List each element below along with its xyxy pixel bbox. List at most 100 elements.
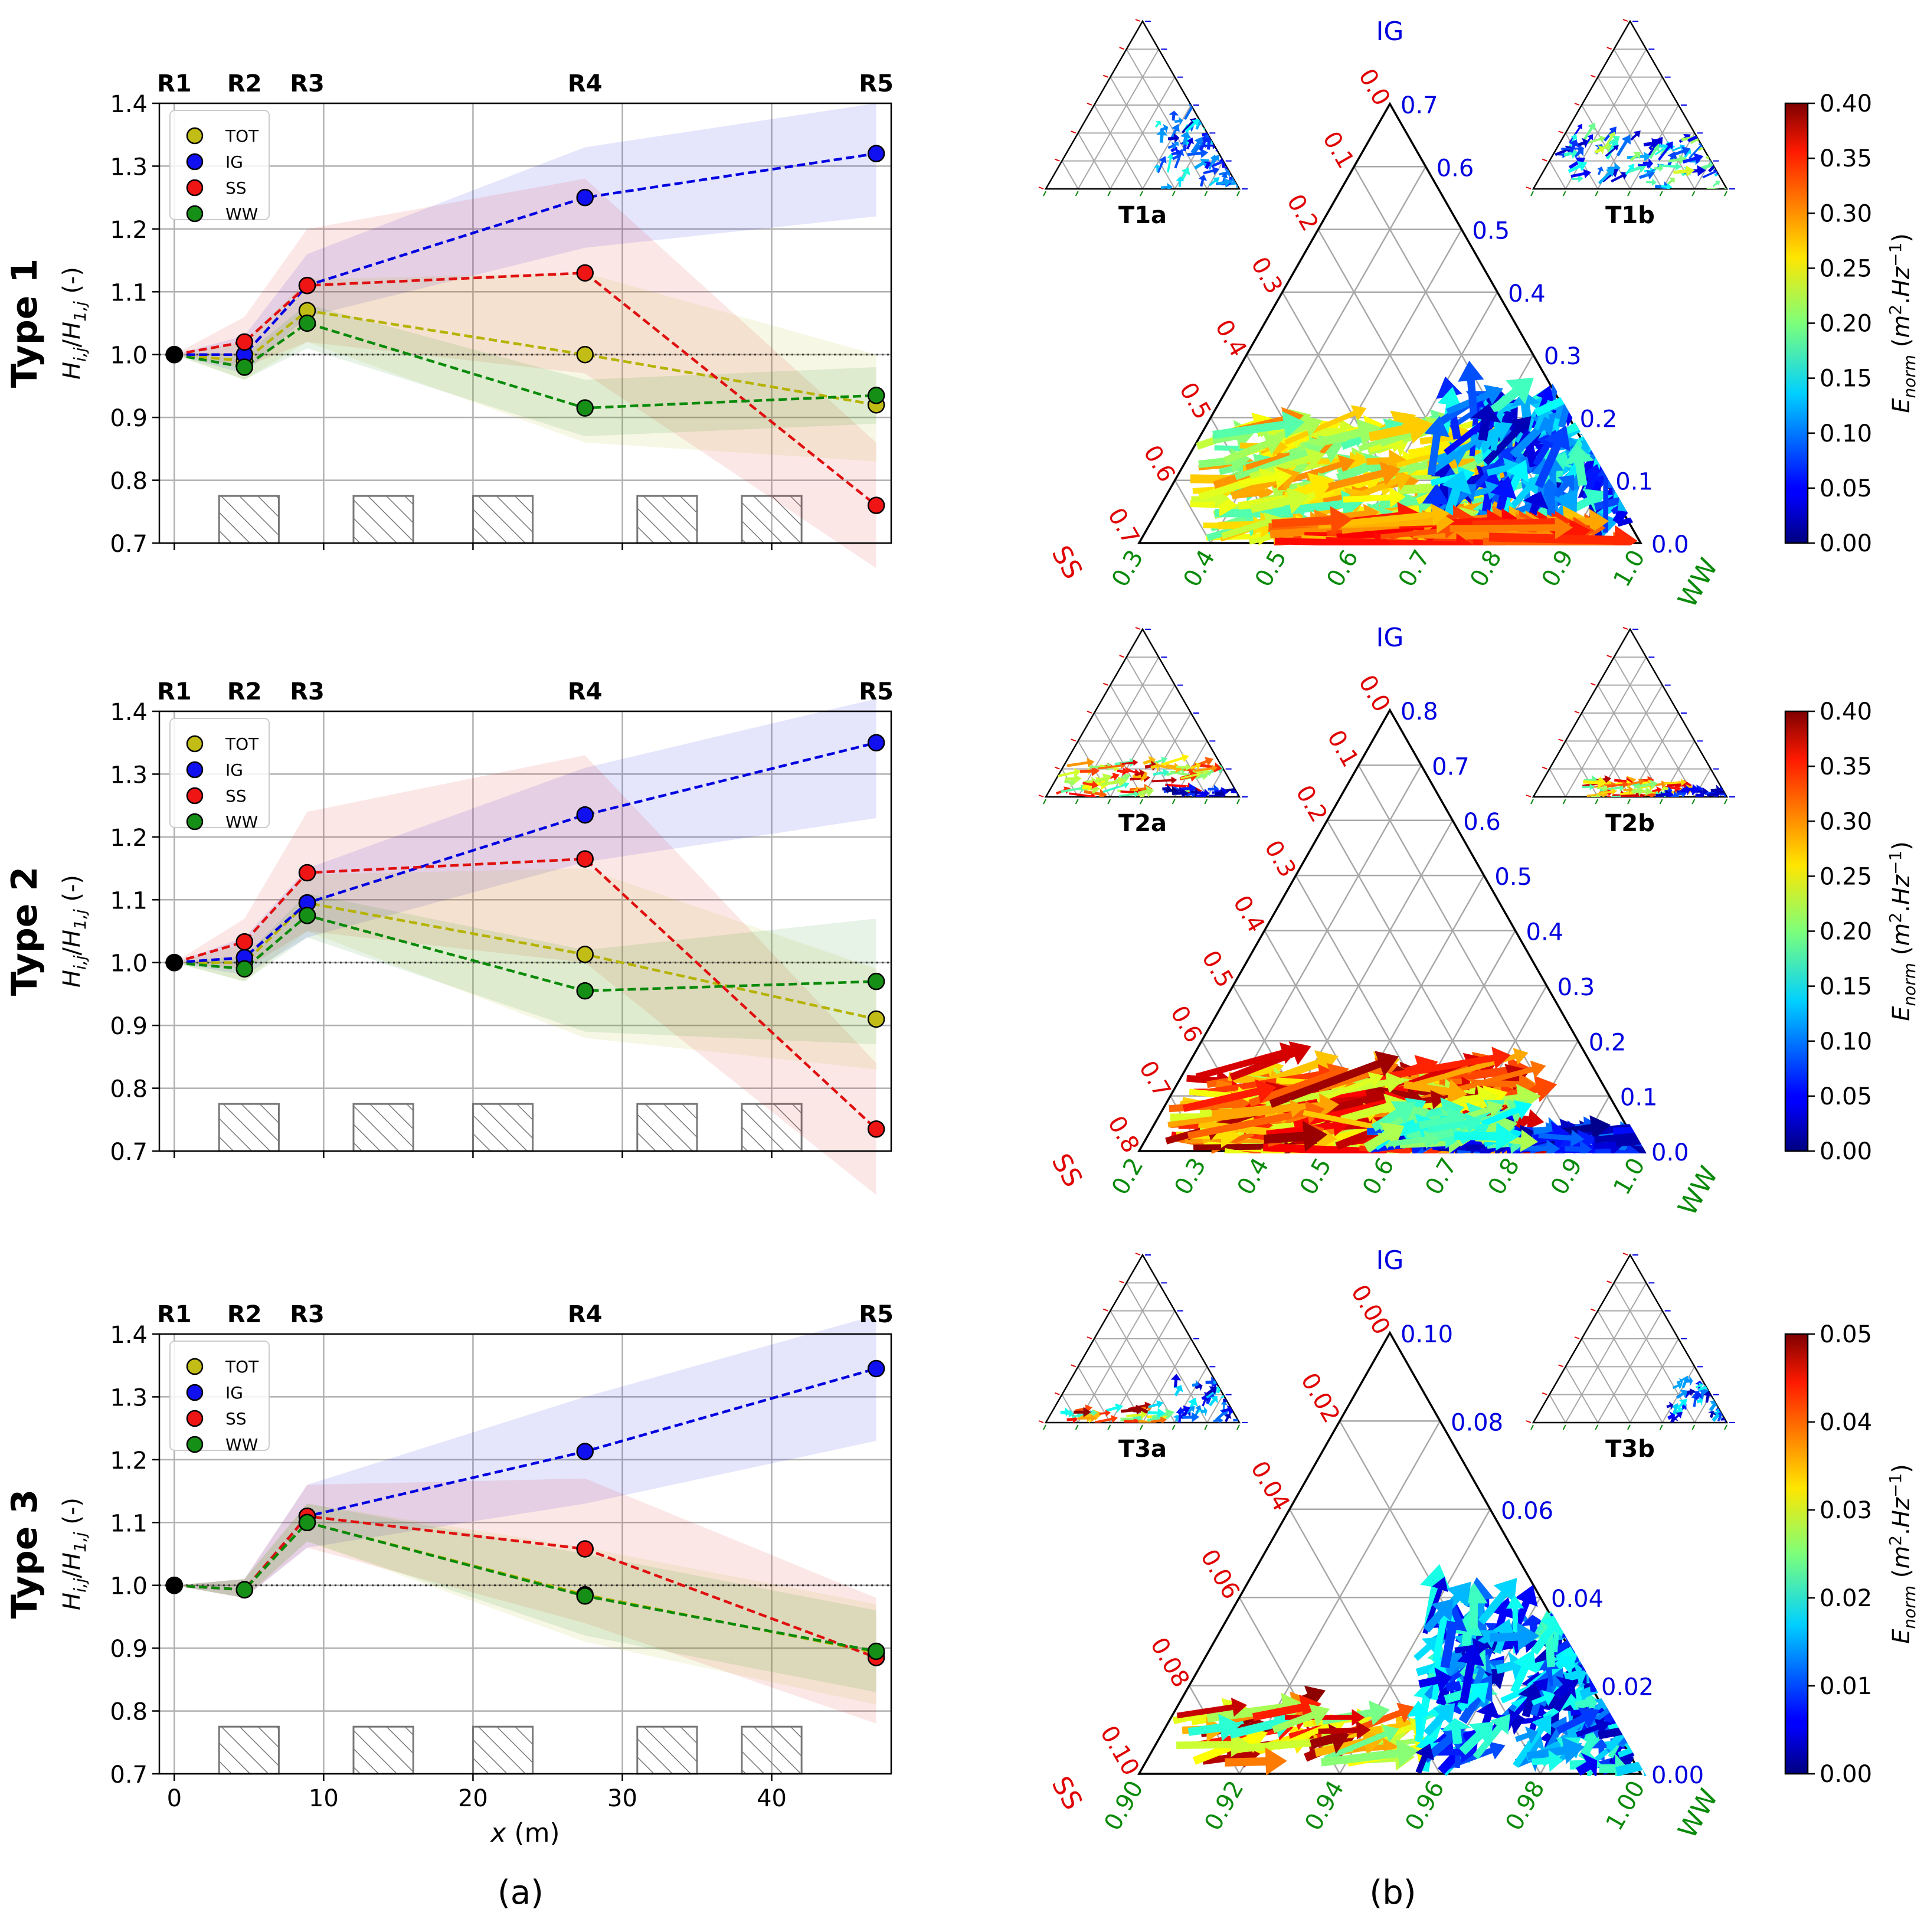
band-ss [174, 178, 876, 568]
colorbar-tick-label: 0.05 [1820, 475, 1872, 502]
energy-arrow [1565, 1140, 1592, 1153]
inset-tick [1659, 191, 1663, 197]
y-tick-label: 0.7 [110, 1761, 148, 1789]
energy-arrow [1182, 1412, 1200, 1423]
energy-arrow [1681, 1375, 1690, 1388]
point-ss [576, 850, 594, 868]
energy-arrow [1272, 490, 1365, 518]
energy-arrow [1568, 161, 1588, 174]
energy-arrow [1170, 770, 1199, 780]
energy-arrow [1555, 1115, 1611, 1140]
legend-label-ig: IG [225, 760, 243, 780]
energy-arrow [1077, 1414, 1097, 1422]
y-tick-label: 1.4 [110, 1322, 148, 1349]
energy-arrow [1439, 1073, 1536, 1096]
ww-tick-label: 0.4 [1178, 545, 1221, 591]
energy-arrow [1165, 782, 1195, 791]
inset-tick [1627, 191, 1631, 197]
panel-b-label: (b) [1369, 1874, 1416, 1912]
y-tick-label: 1.1 [110, 887, 148, 914]
energy-arrow [1568, 1613, 1620, 1650]
energy-arrow [1583, 777, 1607, 789]
ternary-grid-line [1206, 769, 1224, 797]
x-tick-label: 10 [309, 1785, 339, 1812]
energy-arrow [1200, 113, 1210, 130]
energy-arrow [1471, 404, 1501, 442]
station-label: R1 [157, 678, 192, 705]
energy-arrow [1176, 1698, 1248, 1719]
ternary-grid-line [1077, 1282, 1160, 1423]
inset-tick [1606, 1280, 1612, 1284]
energy-arrow [1169, 123, 1180, 141]
colorbar-tick-label: 0.35 [1820, 753, 1872, 780]
energy-arrow [1186, 137, 1194, 150]
energy-arrow [1664, 779, 1687, 786]
energy-arrow [1630, 130, 1641, 141]
ww-tick-label: 0.94 [1300, 1776, 1349, 1835]
energy-arrow [1176, 763, 1192, 771]
ig-tick-label: 0.06 [1501, 1498, 1553, 1525]
energy-arrow [1599, 1754, 1629, 1776]
energy-arrow [1510, 1649, 1537, 1694]
energy-arrow [1176, 176, 1184, 187]
energy-arrow [1427, 1113, 1483, 1134]
energy-arrow [1208, 154, 1217, 170]
hatched-block [741, 495, 803, 544]
energy-arrow [1366, 449, 1407, 472]
inset-tick [1622, 1253, 1628, 1256]
row-label: Type 2 [4, 867, 45, 996]
point-ww [235, 358, 253, 376]
ig-tick-label: 0.02 [1601, 1674, 1654, 1701]
ig-tick-label: 0.7 [1401, 92, 1438, 119]
colorbar-tick-label: 0.05 [1820, 1083, 1872, 1110]
energy-arrow [1172, 789, 1189, 797]
energy-arrow [1174, 116, 1183, 126]
energy-arrow [1668, 155, 1687, 164]
energy-arrow [1337, 504, 1449, 528]
energy-arrow [1424, 1703, 1455, 1737]
ternary-grid-line [1613, 48, 1696, 189]
energy-arrow [1120, 788, 1144, 796]
energy-arrow [1271, 506, 1353, 535]
energy-arrow [1553, 475, 1575, 498]
energy-arrow [1418, 1667, 1452, 1693]
colorbar-tick-label: 0.25 [1820, 863, 1872, 890]
energy-arrow [1148, 1400, 1164, 1408]
ww-tick-label: 0.92 [1199, 1776, 1249, 1835]
energy-arrow [1324, 1725, 1399, 1761]
hatched-block [741, 1103, 803, 1152]
inset-tick [1530, 191, 1534, 197]
colorbar-tick-label: 0.20 [1820, 310, 1872, 338]
ig-tick-label: 0.3 [1544, 343, 1582, 370]
energy-arrow [1154, 120, 1161, 128]
panel-a-label: (a) [498, 1874, 544, 1912]
inset-label: T1a [1118, 202, 1167, 229]
inset-tick [1204, 799, 1208, 805]
inset-tick [1606, 655, 1612, 658]
energy-arrow [1595, 1143, 1641, 1153]
energy-arrow [1683, 165, 1706, 176]
inset-tick [1140, 191, 1143, 197]
inset-tick [1236, 191, 1240, 197]
energy-arrow [1213, 1417, 1223, 1423]
energy-arrow [1318, 1721, 1371, 1740]
inset-tick [1043, 1424, 1046, 1430]
energy-arrow [1605, 145, 1619, 157]
legend-marker-ig [186, 761, 204, 779]
inset-tick [1595, 191, 1599, 197]
energy-arrow [1343, 487, 1406, 508]
energy-arrow [1089, 763, 1114, 771]
point-tot [867, 1010, 885, 1028]
legend-label-ig: IG [225, 152, 243, 172]
energy-arrow [1563, 148, 1578, 159]
inset-tick [1542, 766, 1547, 770]
energy-arrow [1195, 1405, 1202, 1416]
energy-arrow [1610, 1137, 1647, 1153]
ss-axis-label: SS [1046, 1771, 1088, 1815]
energy-arrow [1481, 1100, 1532, 1127]
point-ss [576, 264, 594, 282]
energy-arrow [1195, 1382, 1203, 1391]
ig-tick-label: 0.4 [1508, 280, 1546, 308]
colorbar: 0.00 0.01 0.02 0.03 0.04 0.05 Enorm (m2.Hz−1) [1784, 1321, 1919, 1788]
inset-tick [1724, 1424, 1727, 1430]
